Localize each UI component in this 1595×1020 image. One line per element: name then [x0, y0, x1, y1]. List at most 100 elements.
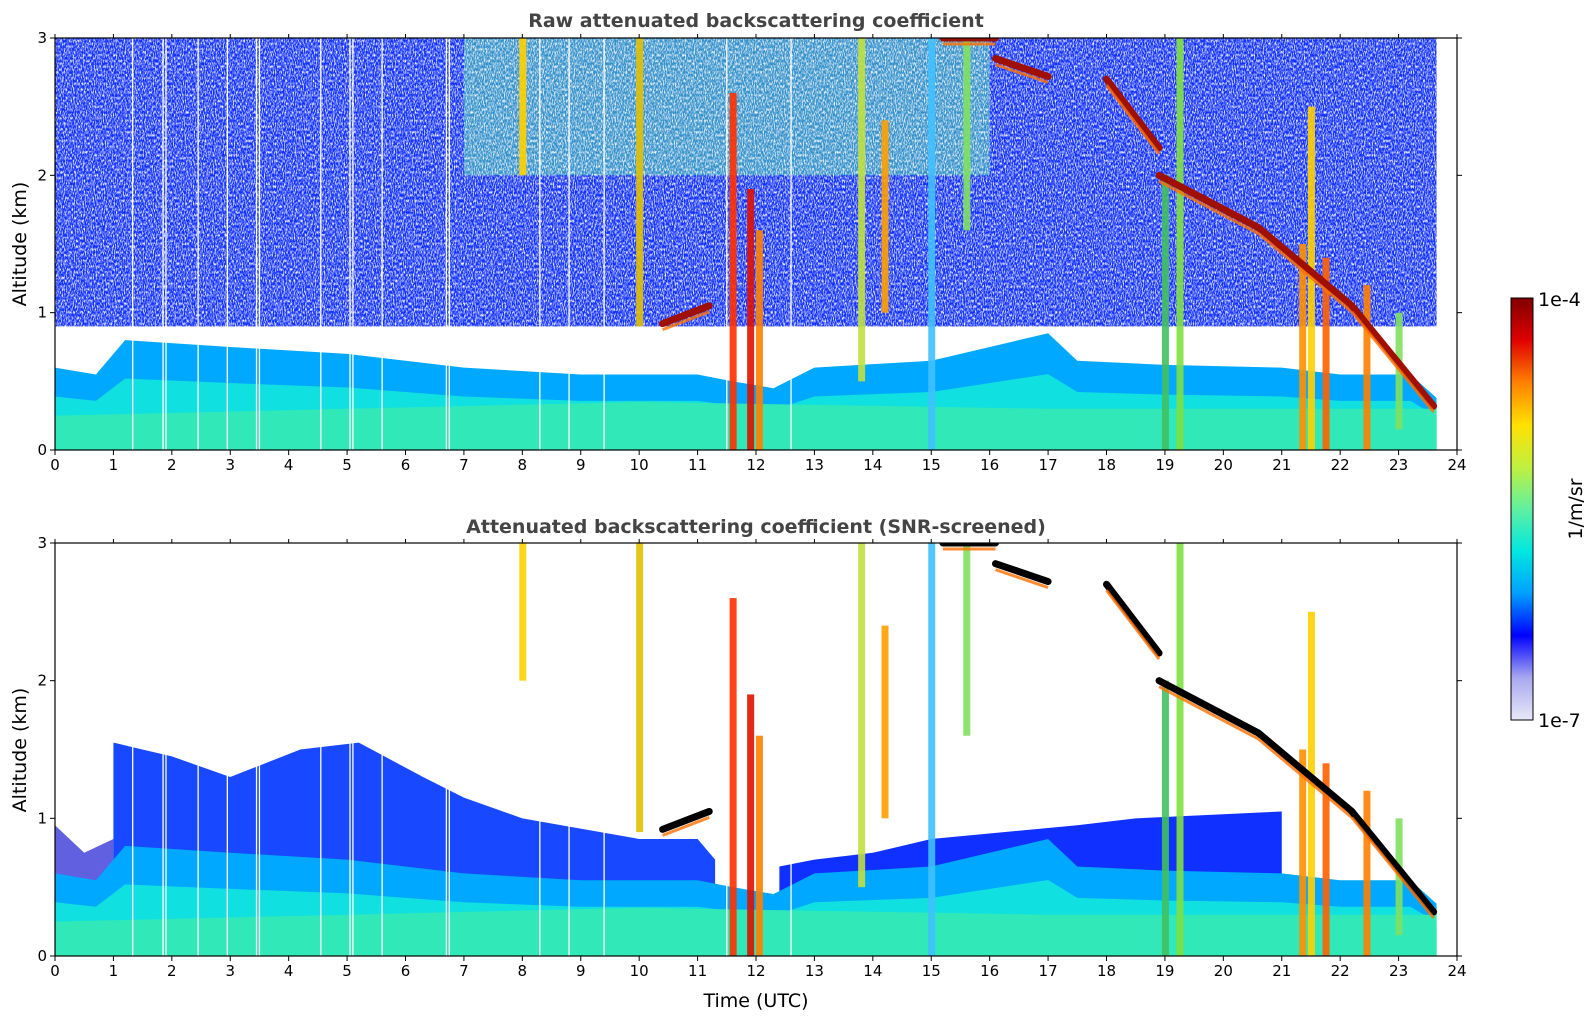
cloud-layer — [1348, 807, 1438, 916]
x-tick-label: 13 — [805, 962, 824, 980]
x-tick-label: 8 — [518, 962, 528, 980]
x-tick-label: 17 — [1039, 456, 1058, 474]
x-tick-label: 13 — [805, 456, 824, 474]
x-tick-label: 5 — [342, 962, 352, 980]
cloud-layer-base — [661, 310, 710, 332]
cloud-layer-base — [1105, 84, 1161, 155]
x-tick-label: 9 — [576, 962, 586, 980]
cloud-layer-base — [1158, 685, 1260, 741]
x-tick-label: 22 — [1331, 962, 1350, 980]
precip-streak — [1363, 285, 1371, 450]
precip-streak — [729, 92, 737, 450]
panel-screened-yticks: 0 1 2 3 — [37, 534, 1462, 965]
cloud-layer-base — [1257, 737, 1353, 819]
x-tick-label: 2 — [167, 962, 177, 980]
x-tick-label: 21 — [1272, 456, 1291, 474]
y-tick-label: 3 — [37, 29, 47, 47]
precip-streak — [755, 735, 763, 956]
surface-layer — [55, 907, 1437, 956]
x-tick-label: 24 — [1447, 456, 1466, 474]
x-tick-label: 14 — [863, 962, 882, 980]
cloud-layer-base — [661, 816, 710, 837]
x-tick-label: 17 — [1039, 962, 1058, 980]
panel-screened-xlabel: Time (UTC) — [702, 990, 808, 1012]
cloud-layer-base — [1158, 180, 1260, 235]
colorbar-title: 1/m/sr — [1565, 478, 1587, 539]
x-tick-label: 6 — [401, 456, 411, 474]
x-tick-label: 7 — [459, 456, 469, 474]
precip-streak — [858, 543, 866, 888]
precip-streak — [747, 694, 755, 956]
cloud-layer — [1254, 224, 1356, 310]
x-tick-label: 8 — [518, 456, 528, 474]
cloud-layer — [992, 55, 1052, 80]
sky-speckle — [55, 38, 1437, 375]
panel-raw: Raw attenuated backscattering coefficien… — [9, 10, 1467, 474]
x-tick-label: 4 — [284, 962, 294, 980]
precip-streak — [1161, 680, 1169, 956]
x-tick-label: 4 — [284, 456, 294, 474]
precip-streak — [1363, 790, 1371, 956]
x-tick-label: 0 — [50, 456, 60, 474]
cloud-layer — [992, 560, 1052, 586]
precip-streak — [1322, 763, 1330, 956]
x-tick-label: 19 — [1155, 456, 1174, 474]
precip-streak — [928, 38, 936, 450]
precip-streak — [1161, 175, 1169, 450]
x-tick-label: 5 — [342, 456, 352, 474]
colorbar-gradient — [1510, 297, 1534, 721]
x-tick-label: 15 — [922, 962, 941, 980]
cloud-layer-base — [995, 568, 1049, 589]
precip-streak — [1299, 749, 1307, 956]
x-tick-label: 16 — [980, 456, 999, 474]
x-tick-label: 18 — [1097, 962, 1116, 980]
colorbar: 1e-4 1e-7 1/m/sr — [1510, 289, 1587, 732]
y-tick-label: 3 — [37, 534, 47, 552]
precip-streak — [881, 625, 889, 819]
cloud-layer-base — [1350, 310, 1435, 414]
precip-streak — [636, 38, 644, 327]
precip-streak — [1299, 244, 1307, 450]
y-tick-label: 1 — [37, 809, 47, 827]
precip-streak — [1176, 543, 1184, 956]
x-tick-label: 22 — [1331, 456, 1350, 474]
precip-streak — [1322, 257, 1330, 450]
precip-streak — [755, 230, 763, 450]
y-tick-label: 2 — [37, 672, 47, 690]
x-tick-label: 9 — [576, 456, 586, 474]
panel-screened-title: Attenuated backscattering coefficient (S… — [466, 516, 1046, 538]
x-tick-label: 21 — [1272, 962, 1291, 980]
cloud-layer — [1254, 729, 1356, 815]
x-tick-label: 19 — [1155, 962, 1174, 980]
panel-screened: Attenuated backscattering coefficient (S… — [9, 516, 1467, 1012]
precip-streak — [747, 189, 755, 450]
cloud-layer-base — [1257, 232, 1353, 313]
x-tick-label: 10 — [630, 962, 649, 980]
panel-screened-heatmap — [55, 543, 1438, 956]
panel-screened-xticks: 0 1 2 3 4 5 6 7 8 9 10 11 12 13 14 15 16 17 18 19 20 21 22 23 24 — [50, 539, 1467, 980]
x-tick-label: 2 — [167, 456, 177, 474]
colorbar-min-label: 1e-7 — [1538, 710, 1581, 732]
precip-streak — [963, 543, 971, 736]
precip-streak — [858, 38, 866, 382]
y-tick-label: 0 — [37, 947, 47, 965]
panel-raw-title: Raw attenuated backscattering coefficien… — [528, 10, 984, 32]
colorbar-max-label: 1e-4 — [1538, 289, 1581, 311]
x-tick-label: 12 — [746, 456, 765, 474]
cloud-layer — [659, 302, 713, 328]
precip-streak — [963, 38, 971, 231]
x-tick-label: 10 — [630, 456, 649, 474]
x-tick-label: 18 — [1097, 456, 1116, 474]
panel-raw-xticks: 0 1 2 3 4 5 6 7 8 9 10 11 12 13 14 15 16 17 18 19 20 21 22 23 24 — [50, 34, 1467, 474]
cloud-layer-base — [995, 63, 1049, 84]
x-tick-label: 15 — [922, 456, 941, 474]
x-tick-label: 23 — [1389, 456, 1408, 474]
precip-streak — [881, 120, 889, 313]
cloud-layer — [1155, 677, 1262, 737]
x-tick-label: 12 — [746, 962, 765, 980]
x-tick-label: 16 — [980, 962, 999, 980]
y-tick-label: 0 — [37, 441, 47, 459]
precip-streak — [636, 543, 644, 833]
x-tick-label: 11 — [688, 962, 707, 980]
